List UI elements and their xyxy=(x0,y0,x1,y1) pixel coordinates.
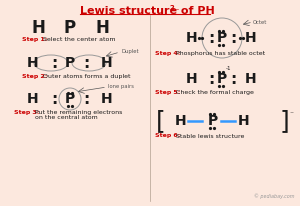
Text: © pediabay.com: © pediabay.com xyxy=(254,193,295,199)
Text: :: : xyxy=(51,55,57,70)
Text: P: P xyxy=(65,92,75,106)
Text: H: H xyxy=(175,114,187,128)
Text: H: H xyxy=(245,72,257,86)
Text: :: : xyxy=(83,91,89,107)
Text: P: P xyxy=(65,56,75,70)
Text: H: H xyxy=(238,114,250,128)
Text: H: H xyxy=(101,56,113,70)
Text: Step 1:: Step 1: xyxy=(22,36,47,41)
Text: :: : xyxy=(208,71,214,87)
Text: ⁻: ⁻ xyxy=(175,7,179,15)
Text: Step 4:: Step 4: xyxy=(155,50,180,55)
Text: ]: ] xyxy=(279,109,289,133)
Text: H: H xyxy=(31,19,45,37)
Text: H: H xyxy=(95,19,109,37)
Text: H: H xyxy=(27,56,39,70)
Text: H: H xyxy=(27,92,39,106)
Text: :: : xyxy=(83,55,89,70)
Text: Outer atoms forms a duplet: Outer atoms forms a duplet xyxy=(43,74,130,78)
Text: Lewis structure of PH: Lewis structure of PH xyxy=(80,6,214,16)
Text: H: H xyxy=(186,31,198,45)
Text: Select the center atom: Select the center atom xyxy=(43,36,116,41)
Text: :: : xyxy=(230,30,236,46)
Text: Duplet: Duplet xyxy=(121,48,139,54)
Text: P: P xyxy=(217,31,227,45)
Text: Stable lewis structure: Stable lewis structure xyxy=(176,133,244,138)
Text: Phosphorus has stable octet: Phosphorus has stable octet xyxy=(176,50,265,55)
Text: Put the remaining electrons: Put the remaining electrons xyxy=(35,110,122,115)
Text: P: P xyxy=(208,114,218,128)
Text: -1: -1 xyxy=(225,66,231,70)
Text: :: : xyxy=(208,30,214,46)
Text: [: [ xyxy=(156,109,166,133)
Text: lone pairs: lone pairs xyxy=(108,83,134,89)
Text: Step 5:: Step 5: xyxy=(155,89,180,95)
Text: P: P xyxy=(64,19,76,37)
Text: H: H xyxy=(245,31,257,45)
Text: on the central atom: on the central atom xyxy=(35,115,98,119)
Text: Step 2:: Step 2: xyxy=(22,74,47,78)
Text: Check the formal charge: Check the formal charge xyxy=(176,89,254,95)
Text: H: H xyxy=(101,92,113,106)
Text: Octet: Octet xyxy=(253,20,267,25)
Text: ⁻: ⁻ xyxy=(289,110,293,118)
Text: Step 3:: Step 3: xyxy=(14,110,39,115)
Text: :: : xyxy=(230,71,236,87)
Text: Step 6:: Step 6: xyxy=(155,133,180,138)
Text: 2: 2 xyxy=(170,5,175,11)
Text: H: H xyxy=(186,72,198,86)
Text: P: P xyxy=(217,72,227,86)
Text: :: : xyxy=(51,91,57,107)
